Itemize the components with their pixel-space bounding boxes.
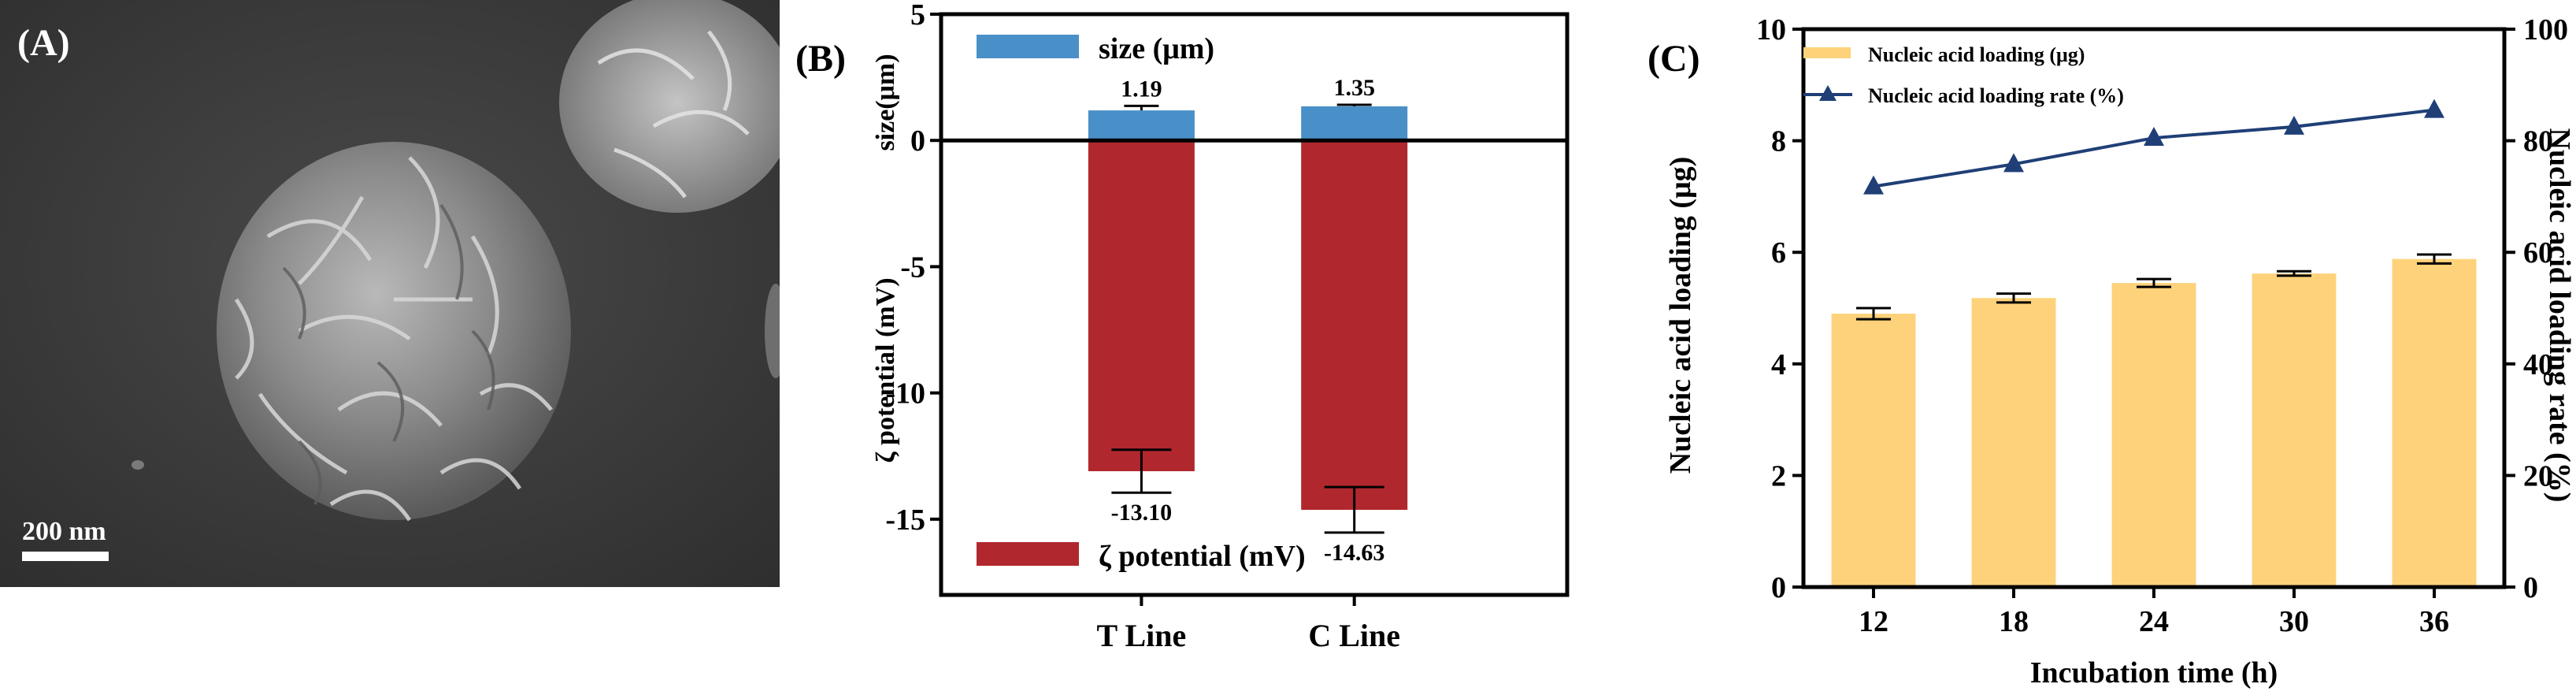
y-tick-label: 0 [910,125,925,158]
y-tick-label: 5 [910,0,925,32]
x-tick-label: C Line [1308,618,1400,653]
bar-size [1088,110,1195,141]
legend-label-line: Nucleic acid loading rate (%) [1868,84,2124,107]
plot-frame [939,12,1570,597]
nanoflower-main [217,142,571,522]
y-tick-label: -10 [885,377,925,411]
legend-label-zeta: ζ potential (mV) [1099,540,1306,573]
point-loading-rate [2284,115,2304,135]
x-tick-label: 24 [2139,605,2169,638]
panel-c: (C) Nucleic acid loading (μg) Nucleic ac… [1646,0,2576,695]
data-label: -13.10 [1111,500,1173,526]
legend-swatch-bar [1803,47,1851,58]
zeta-size-chart: (B) size(μm) ζ potential (mV) size (μm) … [795,0,1570,653]
point-loading-rate [2424,98,2444,118]
point-loading-rate [2003,153,2024,173]
x-tick-label: T Line [1097,618,1187,653]
y-tick-label-right: 40 [2523,348,2553,381]
panel-label: (C) [1648,38,1700,80]
x-tick-label: 36 [2419,605,2449,638]
line-loading-rate [1873,108,2435,188]
bar-loading [2252,273,2337,587]
nucleic-loading-chart: (C) Nucleic acid loading (μg) Nucleic ac… [1648,13,2576,689]
legend-swatch-size [977,35,1079,58]
panel-a: (A) 200 nm [0,0,780,695]
y-tick-label-left: 6 [1771,236,1786,269]
x-axis-title: Incubation time (h) [2030,656,2278,689]
sem-image: (A) 200 nm [0,0,780,587]
point-loading-rate [1863,175,1884,195]
y-tick-label-left: 2 [1771,459,1786,492]
scale-bar [22,552,109,561]
y-tick-label-left: 8 [1771,125,1786,158]
panel-b: (B) size(μm) ζ potential (mV) size (μm) … [780,0,1646,695]
y-tick-label-right: 100 [2523,13,2568,46]
y-axis-title-zeta: ζ potential (mV) [871,277,900,463]
scale-bar-label: 200 nm [22,517,106,546]
legend: size (μm) ζ potential (mV) [977,32,1306,573]
bar-loading [1971,298,2056,587]
bar-loading [2111,283,2196,587]
y-tick-label-left: 0 [1771,571,1786,604]
y-tick-label-left: 10 [1756,13,1786,46]
y-tick-label: -5 [900,251,925,284]
y-axis-title-size: size(μm) [871,54,900,151]
y-tick-label-right: 60 [2523,236,2553,269]
data-label: -14.63 [1324,540,1385,566]
bar-loading [1831,314,1916,587]
bar-zeta [1301,140,1408,511]
nanoflower-secondary [559,0,780,213]
x-tick-label: 30 [2279,605,2309,638]
panel-label: (B) [795,38,846,80]
y-tick-label-right: 20 [2523,459,2553,492]
legend: Nucleic acid loading (μg) Nucleic acid l… [1803,43,2124,107]
debris-particle [765,284,780,378]
bar-zeta [1088,140,1195,471]
y-axis-title-right: Nucleic acid loading rate (%) [2543,128,2576,503]
y-axis-title-left: Nucleic acid loading (μg) [1664,157,1697,474]
point-loading-rate [2144,127,2164,147]
y-tick-label-left: 4 [1771,348,1786,381]
legend-swatch-zeta [977,542,1079,566]
data-label: 1.19 [1121,76,1162,102]
data-label: 1.35 [1333,75,1375,101]
y-tick-label-right: 80 [2523,125,2553,158]
bar-size [1301,106,1408,141]
x-tick-label: 12 [1859,605,1888,638]
panel-label: (A) [17,22,70,64]
debris-particle [132,460,144,470]
y-tick-label-right: 0 [2523,571,2538,604]
y-tick-label: -15 [885,504,925,537]
x-tick-label: 18 [1999,605,2029,638]
legend-marker-triangle-icon [1819,85,1837,101]
legend-label-size: size (μm) [1099,32,1214,65]
legend-label-bar: Nucleic acid loading (μg) [1868,43,2085,66]
bar-loading [2392,258,2477,587]
